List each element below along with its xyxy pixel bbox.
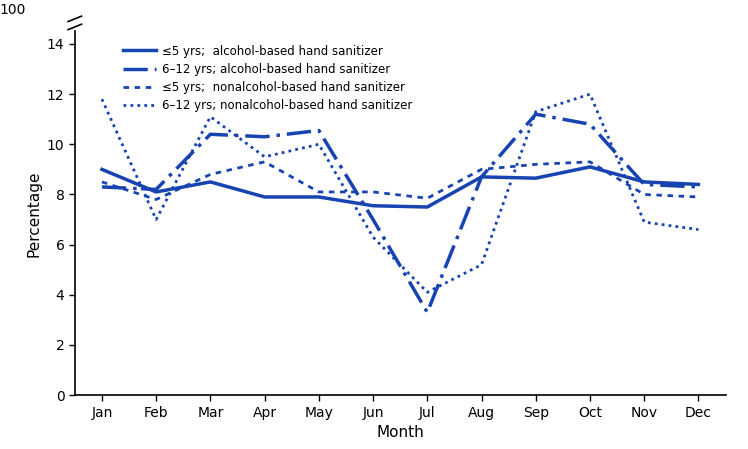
X-axis label: Month: Month	[376, 425, 424, 440]
Legend: ≤5 yrs;  alcohol-based hand sanitizer, 6–12 yrs; alcohol-based hand sanitizer, ≤: ≤5 yrs; alcohol-based hand sanitizer, 6–…	[120, 41, 416, 116]
Y-axis label: Percentage: Percentage	[26, 170, 41, 256]
Text: 100: 100	[0, 3, 26, 17]
